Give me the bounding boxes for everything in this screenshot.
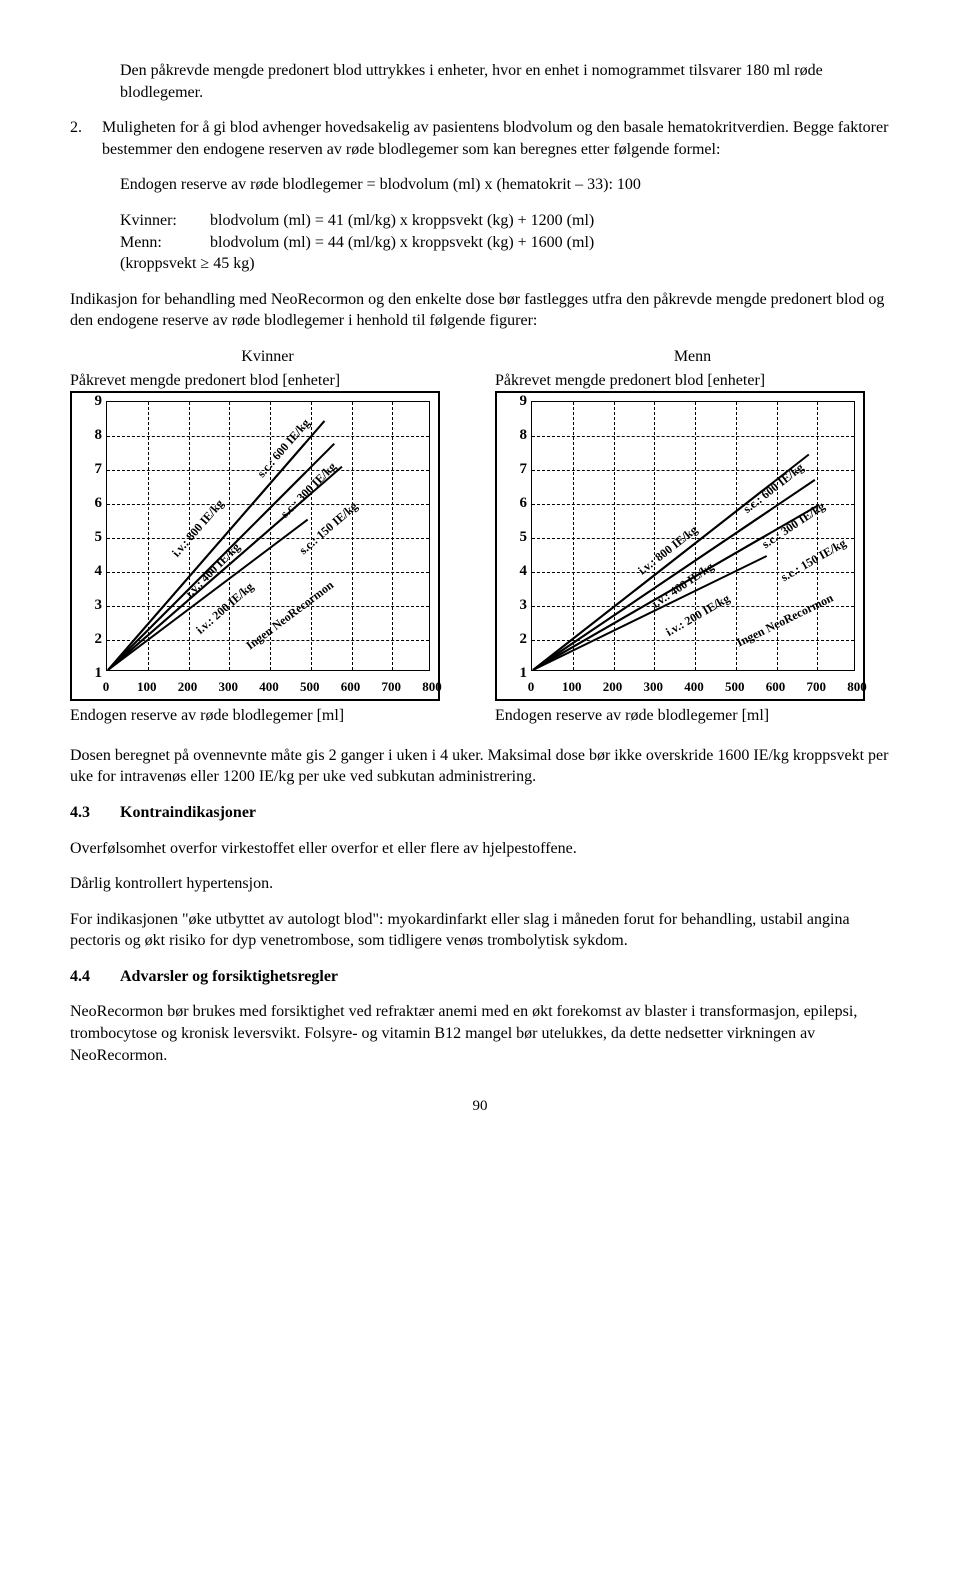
- charts-row: Kvinner Påkrevet mengde predonert blod […: [70, 346, 890, 727]
- sec43-p1: Overfølsomhet overfor virkestoffet eller…: [70, 838, 890, 860]
- kvinner-row: Kvinner: blodvolum (ml) = 41 (ml/kg) x k…: [120, 210, 890, 232]
- ytick-label: 5: [78, 527, 102, 547]
- menn-value: blodvolum (ml) = 44 (ml/kg) x kroppsvekt…: [210, 232, 594, 254]
- xtick-label: 200: [178, 678, 198, 696]
- xtick-label: 0: [528, 678, 535, 696]
- item-number: 2.: [70, 117, 102, 160]
- ytick-label: 7: [503, 459, 527, 479]
- section-4-3-number: 4.3: [70, 802, 120, 824]
- xtick-label: 0: [103, 678, 110, 696]
- ytick-label: 8: [503, 425, 527, 445]
- ytick-label: 3: [503, 595, 527, 615]
- indikasjon-paragraph: Indikasjon for behandling med NeoRecormo…: [70, 289, 890, 332]
- formula-block: Endogen reserve av røde blodlegemer = bl…: [70, 174, 890, 274]
- ytick-label: 6: [78, 493, 102, 513]
- xtick-label: 400: [259, 678, 279, 696]
- xtick-label: 400: [684, 678, 704, 696]
- section-4-3-title: Kontraindikasjoner: [120, 802, 256, 824]
- ytick-label: 7: [78, 459, 102, 479]
- ytick-label: 6: [503, 493, 527, 513]
- xtick-label: 800: [847, 678, 867, 696]
- xtick-label: 600: [341, 678, 361, 696]
- ytick-label: 4: [503, 561, 527, 581]
- xtick-label: 600: [766, 678, 786, 696]
- chart-line-label: Ingen NeoRecormon: [243, 577, 337, 654]
- chart-line-label: Ingen NeoRecormon: [734, 590, 836, 651]
- chart-menn-title: Menn: [495, 346, 890, 368]
- section-4-4-heading: 4.4 Advarsler og forsiktighetsregler: [70, 966, 890, 988]
- xtick-label: 100: [137, 678, 157, 696]
- chart-kvinner: Kvinner Påkrevet mengde predonert blod […: [70, 346, 465, 727]
- ytick-label: 9: [78, 391, 102, 411]
- kroppsvekt-line: (kroppsvekt ≥ 45 kg): [120, 253, 890, 275]
- ytick-label: 9: [503, 391, 527, 411]
- chart-menn-box: s.c.: 600 IE/kgs.c.: 300 IE/kgs.c.: 150 …: [495, 391, 865, 701]
- sec43-p2: Dårlig kontrollert hypertensjon.: [70, 873, 890, 895]
- ytick-label: 1: [503, 663, 527, 683]
- dosen-paragraph: Dosen beregnet på ovennevnte måte gis 2 …: [70, 745, 890, 788]
- ytick-label: 5: [503, 527, 527, 547]
- section-4-4-title: Advarsler og forsiktighetsregler: [120, 966, 338, 988]
- xtick-label: 200: [603, 678, 623, 696]
- page-number: 90: [70, 1096, 890, 1116]
- xtick-label: 700: [382, 678, 402, 696]
- xtick-label: 100: [562, 678, 582, 696]
- chart-kvinner-title: Kvinner: [70, 346, 465, 368]
- xtick-label: 500: [300, 678, 320, 696]
- list-item-2: 2. Muligheten for å gi blod avhenger hov…: [70, 117, 890, 160]
- chart-menn: Menn Påkrevet mengde predonert blod [enh…: [495, 346, 890, 727]
- ytick-label: 4: [78, 561, 102, 581]
- formula-line: Endogen reserve av røde blodlegemer = bl…: [120, 174, 890, 196]
- sec43-p3: For indikasjonen "øke utbyttet av autolo…: [70, 909, 890, 952]
- chart-kvinner-xtitle: Endogen reserve av røde blodlegemer [ml]: [70, 705, 465, 727]
- sec44-p1: NeoRecormon bør brukes med forsiktighet …: [70, 1001, 890, 1066]
- section-4-3-heading: 4.3 Kontraindikasjoner: [70, 802, 890, 824]
- intro-paragraph: Den påkrevde mengde predonert blod uttry…: [120, 60, 890, 103]
- kvinner-value: blodvolum (ml) = 41 (ml/kg) x kroppsvekt…: [210, 210, 594, 232]
- menn-label: Menn:: [120, 232, 210, 254]
- chart-menn-ytitle: Påkrevet mengde predonert blod [enheter]: [495, 370, 890, 392]
- ytick-label: 3: [78, 595, 102, 615]
- chart-kvinner-box: s.c.: 600 IE/kgs.c.: 300 IE/kgs.c.: 150 …: [70, 391, 440, 701]
- section-4-4-number: 4.4: [70, 966, 120, 988]
- ytick-label: 2: [78, 629, 102, 649]
- xtick-label: 300: [219, 678, 239, 696]
- xtick-label: 300: [644, 678, 664, 696]
- menn-row: Menn: blodvolum (ml) = 44 (ml/kg) x krop…: [120, 232, 890, 254]
- ytick-label: 1: [78, 663, 102, 683]
- ytick-label: 8: [78, 425, 102, 445]
- ytick-label: 2: [503, 629, 527, 649]
- kvinner-label: Kvinner:: [120, 210, 210, 232]
- chart-line-label: i.v.: 800 IE/kg: [168, 496, 227, 560]
- xtick-label: 700: [807, 678, 827, 696]
- xtick-label: 800: [422, 678, 442, 696]
- item-text: Muligheten for å gi blod avhenger hoveds…: [102, 117, 890, 160]
- chart-kvinner-ytitle: Påkrevet mengde predonert blod [enheter]: [70, 370, 465, 392]
- chart-menn-xtitle: Endogen reserve av røde blodlegemer [ml]: [495, 705, 890, 727]
- xtick-label: 500: [725, 678, 745, 696]
- chart-line-label: s.c.: 150 IE/kg: [778, 535, 849, 585]
